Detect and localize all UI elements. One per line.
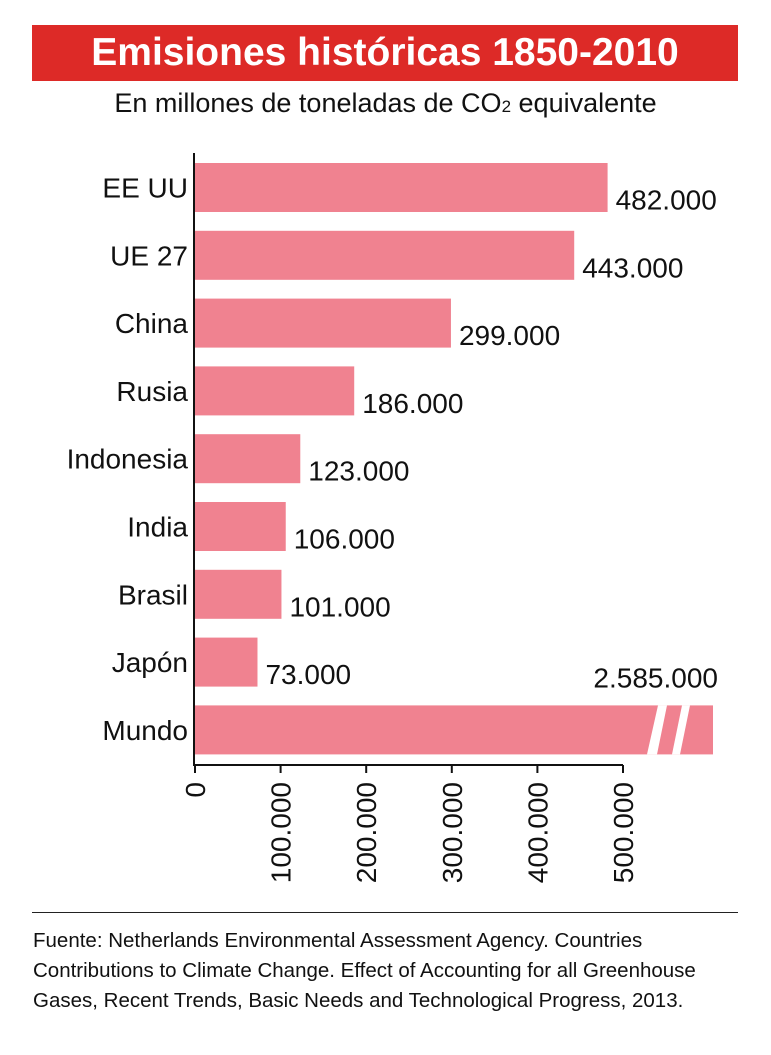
subtitle-text-end: equivalente [511,88,657,118]
value-label: 73.000 [265,659,351,690]
x-tick-label: 200.000 [351,782,382,883]
value-label: 443.000 [582,252,683,283]
source-note: Fuente: Netherlands Environmental Assess… [33,929,696,1012]
x-tick-label: 100.000 [266,782,297,883]
value-label: 101.000 [289,591,390,622]
divider [32,912,738,913]
bar-2 [195,298,451,348]
category-label: UE 27 [110,240,188,271]
subtitle-text: En millones de toneladas de CO [114,88,502,118]
category-label: Rusia [116,376,188,407]
x-tick-label: 400.000 [522,782,553,883]
category-label: Mundo [102,715,188,746]
x-tick-label: 0 [180,782,211,798]
x-tick-label: 500.000 [608,782,639,883]
bar-5 [195,502,286,551]
value-label: 299.000 [459,320,560,351]
category-label: Brasil [118,579,188,610]
value-label: 186.000 [362,388,463,419]
subtitle-subscript: 2 [501,97,512,116]
chart-title: Emisiones históricas 1850-2010 [32,25,738,81]
bar-4 [195,434,301,484]
value-label: 123.000 [308,456,409,487]
x-tick-label: 300.000 [437,782,468,883]
bar-chart: EE UU 482.000 UE 27 443.000 China 299.000 Rusi… [67,153,718,883]
break-mark [672,705,690,755]
category-label: EE UU [102,173,188,204]
bar-1 [195,230,575,280]
bar-0 [195,163,608,212]
bar-3 [195,366,355,416]
bar-8 [195,705,713,755]
bar-6 [195,569,282,619]
break-mark [647,705,667,755]
category-label: China [115,308,189,339]
value-label: 2.585.000 [593,662,718,693]
value-label: 106.000 [294,524,395,555]
bar-7 [195,637,258,687]
category-label: Indonesia [67,444,189,475]
category-label: India [127,512,188,543]
value-label: 482.000 [616,185,717,216]
category-label: Japón [112,647,188,678]
chart-subtitle: En millones de toneladas de CO2 equivale… [0,88,771,119]
